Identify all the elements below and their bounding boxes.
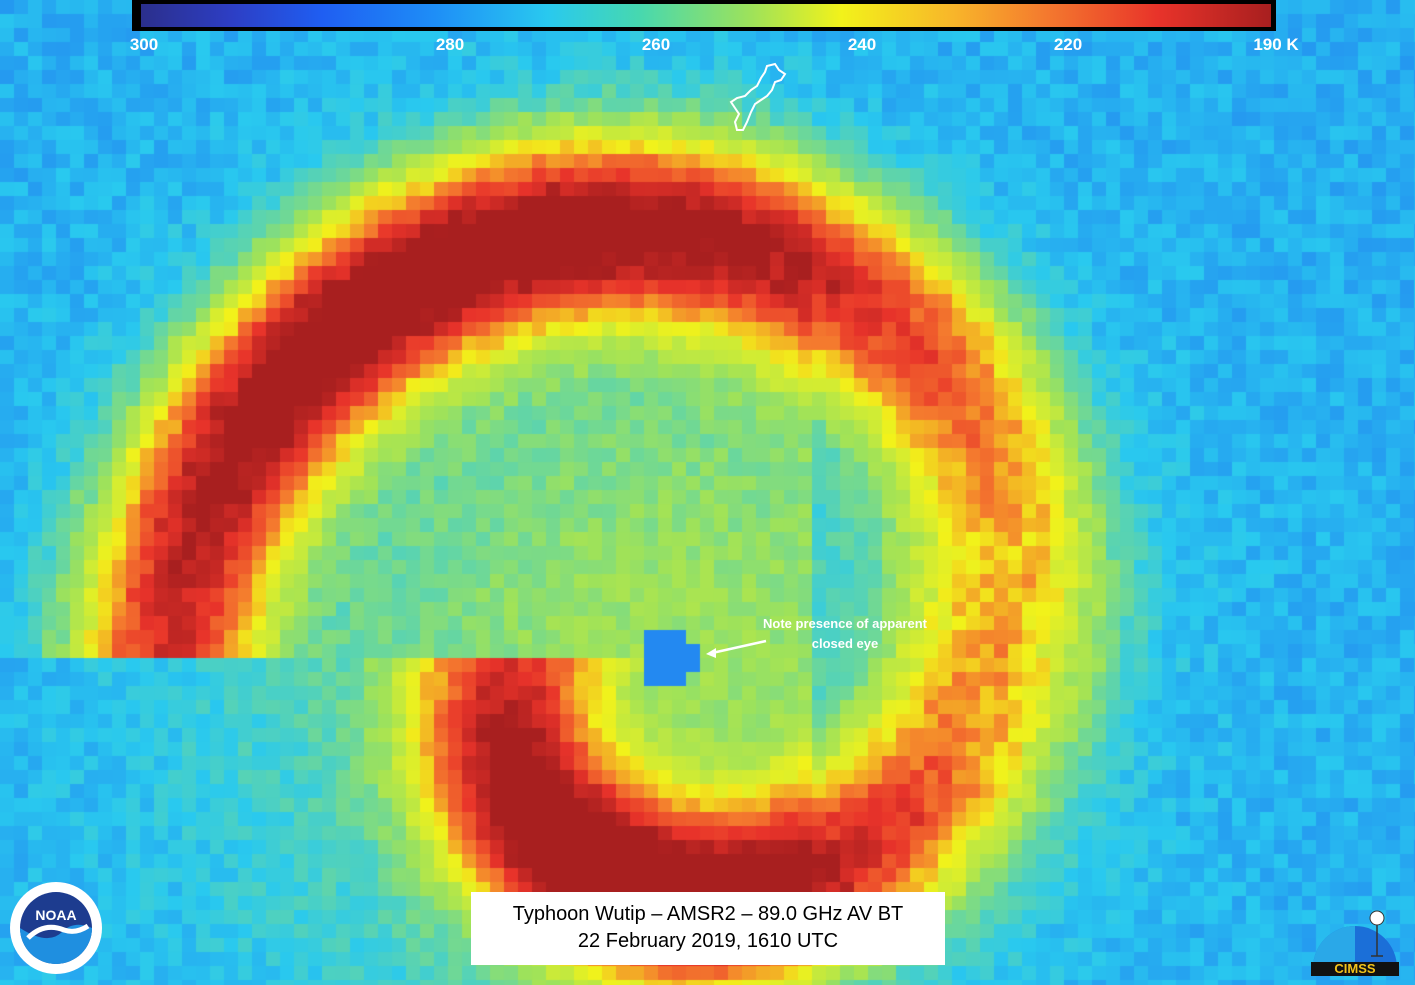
eye-annotation: Note presence of apparent closed eye <box>742 614 948 654</box>
colorbar-tick-240: 240 <box>847 35 877 54</box>
image-title: Typhoon Wutip – AMSR2 – 89.0 GHz AV BT <box>512 903 904 925</box>
colorbar-tick-260: 260 <box>641 35 671 54</box>
color-scale-gradient <box>141 4 1271 27</box>
annotation-arrow-icon <box>706 639 767 658</box>
annotation-line-2: closed eye <box>811 636 879 651</box>
noaa-logo: NOAA <box>10 882 102 974</box>
cimss-logo-text: CIMSS <box>1334 961 1376 976</box>
colorbar-tick-280: 280 <box>435 35 465 54</box>
guam-outline <box>729 62 787 131</box>
image-date: 22 February 2019, 1610 UTC <box>577 930 839 952</box>
annotation-line-1: Note presence of apparent <box>763 616 927 631</box>
color-scale-bar <box>132 0 1276 31</box>
title-box: Typhoon Wutip – AMSR2 – 89.0 GHz AV BT 2… <box>471 892 945 965</box>
colorbar-tick-220: 220 <box>1053 35 1083 54</box>
cimss-logo: CIMSS <box>1311 910 1399 976</box>
noaa-logo-text: NOAA <box>35 907 76 923</box>
colorbar-tick-190: 190 K <box>1253 35 1299 54</box>
colorbar-tick-300: 300 <box>129 35 159 54</box>
